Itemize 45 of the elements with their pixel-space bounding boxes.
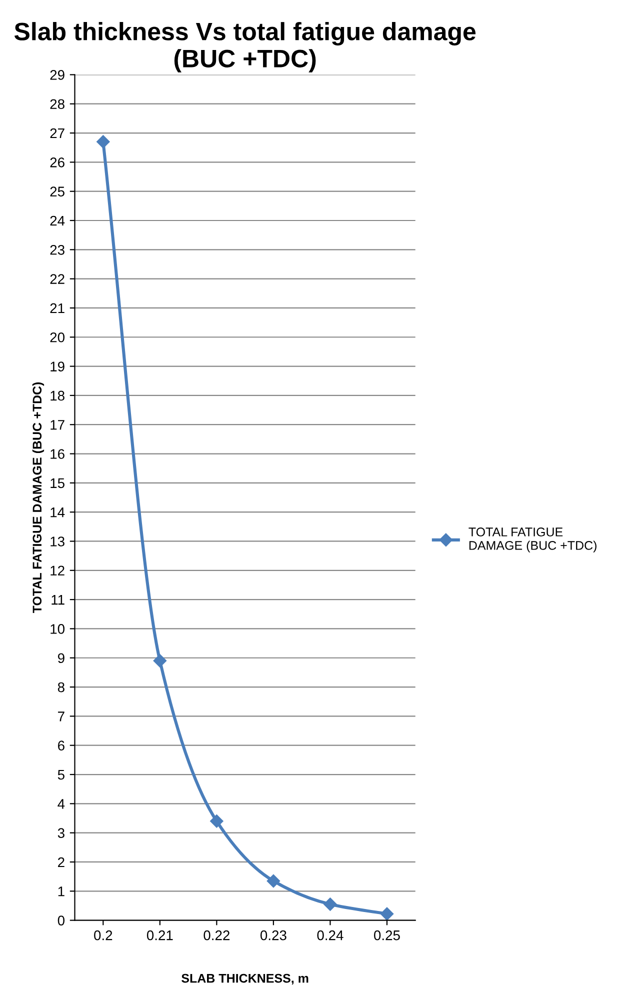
y-tick-label: 15 xyxy=(50,478,64,488)
legend-label: TOTAL FATIGUE DAMAGE (BUC +TDC) xyxy=(468,528,596,552)
y-tick-label: 9 xyxy=(58,653,64,664)
y-tick-label: 11 xyxy=(52,595,64,605)
point xyxy=(96,135,110,148)
y-tick-label: 27 xyxy=(50,128,64,138)
y-tick-label: 8 xyxy=(58,682,64,692)
y-tick-label: 13 xyxy=(50,536,64,546)
y-tick-label: 17 xyxy=(50,420,64,430)
y-tick-label: 0 xyxy=(58,916,64,926)
y-tick-label: 26 xyxy=(50,158,64,168)
point xyxy=(153,654,166,668)
y-tick-label: 23 xyxy=(50,244,64,255)
y-tick-label: 10 xyxy=(50,624,64,634)
x-tick-label: 0.23 xyxy=(260,930,286,940)
y-tick-label: 7 xyxy=(58,712,64,722)
y-tick-label: 18 xyxy=(50,390,64,401)
y-tick-label: 6 xyxy=(58,740,64,751)
y-tick-label: 24 xyxy=(50,216,65,226)
y-tick-label: 21 xyxy=(50,303,64,314)
y-tick-label: 25 xyxy=(50,186,64,197)
y-tick-label: 16 xyxy=(50,449,64,459)
y-axis-title: TOTAL FATIGUE DAMAGE (BUC +TDC) xyxy=(32,382,44,614)
point xyxy=(210,814,224,828)
y-tick-label: 2 xyxy=(58,857,64,868)
x-axis-title: SLAB THICKNESS, m xyxy=(182,974,308,985)
y-tick-label: 22 xyxy=(50,274,64,284)
x-tick-label: 0.25 xyxy=(374,930,400,940)
point xyxy=(266,874,280,888)
point xyxy=(380,907,394,920)
y-tick-label: 5 xyxy=(58,770,64,780)
x-tick-label: 0.21 xyxy=(146,930,173,940)
y-tick-label: 29 xyxy=(50,70,64,80)
point xyxy=(324,898,337,911)
y-tick-label: 19 xyxy=(50,362,64,372)
y-tick-label: 4 xyxy=(58,799,65,809)
x-tick-label: 0.24 xyxy=(317,930,344,940)
y-tick-label: 28 xyxy=(50,99,64,110)
x-tick-label: 0.22 xyxy=(204,930,230,940)
x-tick-label: 0.2 xyxy=(94,930,112,940)
y-tick-label: 20 xyxy=(50,332,64,342)
y-tick-label: 1 xyxy=(58,886,64,896)
y-tick-label: 14 xyxy=(50,508,65,518)
y-tick-label: 3 xyxy=(58,828,64,838)
y-tick-label: 12 xyxy=(50,566,64,576)
